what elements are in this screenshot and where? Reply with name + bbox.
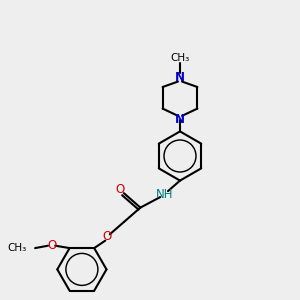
Text: O: O [116, 183, 125, 196]
Text: O: O [47, 238, 56, 252]
Text: N: N [175, 71, 185, 84]
Text: CH₃: CH₃ [170, 52, 190, 63]
Text: NH: NH [156, 188, 173, 201]
Text: CH₃: CH₃ [8, 243, 27, 253]
Text: N: N [175, 113, 185, 126]
Text: O: O [103, 230, 112, 243]
